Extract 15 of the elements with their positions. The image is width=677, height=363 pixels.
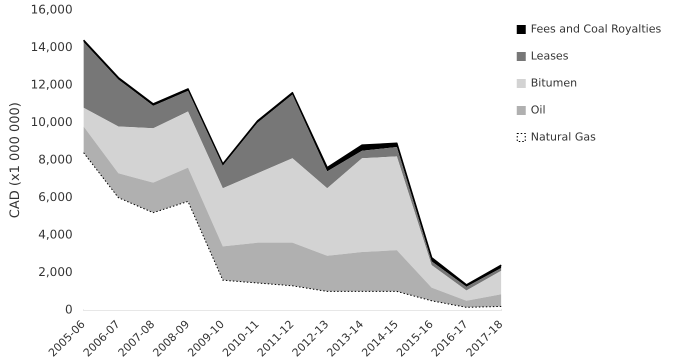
y-tick-label: 12,000 bbox=[30, 77, 73, 92]
legend-label: Leases bbox=[530, 49, 569, 62]
legend-label: Natural Gas bbox=[530, 130, 596, 144]
legend-label: Bitumen bbox=[530, 76, 578, 90]
legend-label: Oil bbox=[530, 103, 546, 116]
y-tick-label: 0 bbox=[64, 302, 73, 316]
y-tick-label: 14,000 bbox=[30, 40, 73, 54]
legend-label: Fees and Coal Royalties bbox=[530, 22, 662, 36]
y-axis-title: CAD (x1 000 000) bbox=[8, 102, 24, 218]
y-tick-label: 10,000 bbox=[30, 114, 73, 129]
y-tick-label: 4,000 bbox=[38, 227, 73, 242]
y-tick-label: 16,000 bbox=[30, 2, 73, 16]
y-tick-label: 2,000 bbox=[38, 264, 73, 279]
y-tick-label: 8,000 bbox=[38, 152, 73, 166]
y-tick-label: 6,000 bbox=[38, 190, 73, 204]
